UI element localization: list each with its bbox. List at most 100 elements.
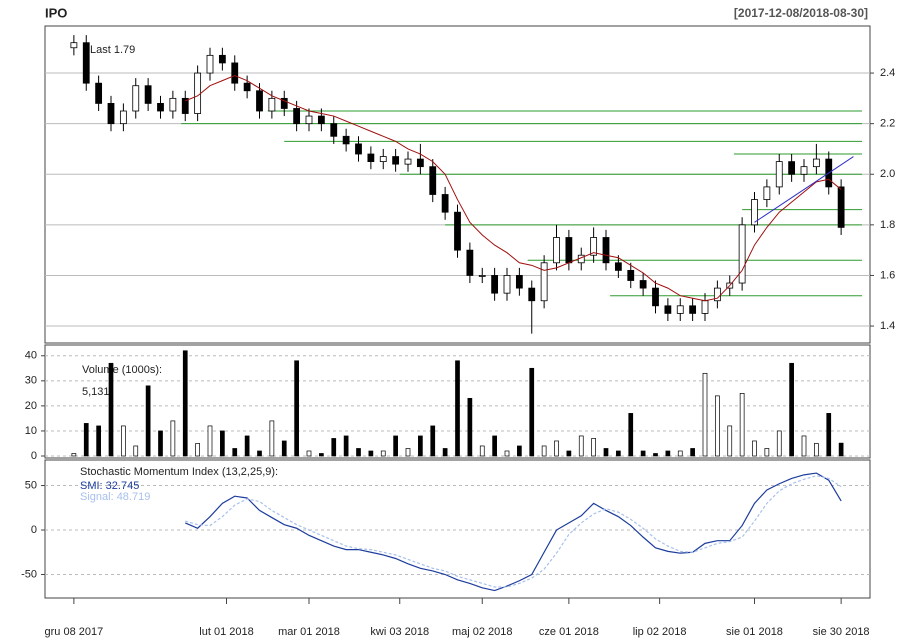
candle-body — [515, 275, 523, 289]
candle-body — [590, 237, 598, 256]
candle-body — [268, 97, 276, 112]
volume-bar — [343, 435, 349, 457]
y-tick-label: 2.0 — [880, 168, 895, 180]
volume-bar — [294, 360, 299, 457]
candle-body — [70, 42, 78, 49]
x-tick-label: mar 01 2018 — [278, 626, 340, 638]
candle-body — [627, 269, 635, 281]
candle-body — [169, 97, 177, 112]
volume-panel — [44, 344, 871, 459]
smi-panel — [44, 459, 871, 599]
candle-body — [812, 158, 820, 168]
candle-body — [119, 110, 127, 125]
candle-body — [342, 135, 350, 145]
volume-bar — [133, 445, 139, 457]
volume-bar — [232, 448, 238, 457]
series-line — [185, 472, 842, 592]
volume-bar — [96, 425, 101, 457]
volume-bar — [281, 440, 287, 457]
legend-entry: SMI: 32.745 — [80, 480, 139, 492]
candle-body — [404, 158, 412, 165]
candle-body — [367, 153, 375, 163]
volume-bar — [442, 448, 448, 457]
legend-entry: Signal: 48.719 — [80, 491, 150, 503]
candle-body — [194, 72, 202, 114]
candle-body — [280, 97, 288, 109]
candle-body — [788, 161, 796, 175]
candle-body — [837, 186, 845, 228]
volume-bar — [108, 362, 114, 457]
volume-bar — [752, 440, 757, 457]
candle-body — [82, 42, 90, 84]
candle-body — [429, 166, 437, 195]
candle-body — [256, 90, 263, 112]
trendline — [754, 156, 854, 223]
candle-body — [206, 54, 214, 74]
candle-body — [800, 166, 808, 175]
volume-bar — [220, 430, 225, 457]
volume-bar — [603, 448, 609, 457]
candle-body — [132, 85, 140, 112]
candle-body — [379, 156, 387, 163]
candle-body — [553, 237, 560, 264]
volume-bar — [430, 425, 436, 457]
candle-body — [478, 275, 486, 277]
volume-bar — [121, 425, 126, 457]
volume-bar — [257, 450, 262, 457]
candle-body — [689, 305, 697, 314]
candle-body — [738, 224, 746, 284]
volume-bar — [306, 450, 312, 457]
y-tick-label: 10 — [25, 425, 37, 437]
chart-title: IPO — [45, 5, 67, 20]
volume-bar — [814, 443, 819, 457]
y-tick-label: 30 — [25, 375, 37, 387]
volume-bar — [776, 430, 782, 457]
candle-body — [713, 287, 721, 302]
volume-bar — [269, 420, 275, 457]
moving-average — [185, 75, 842, 302]
x-tick-label: sie 01 2018 — [726, 626, 783, 638]
candle-body — [392, 156, 400, 165]
candle-body — [676, 305, 684, 314]
x-tick-label: maj 02 2018 — [452, 626, 513, 638]
candle-body — [664, 305, 672, 314]
candle-body — [503, 275, 511, 294]
volume-bar — [158, 430, 163, 457]
volume-bar — [628, 413, 634, 457]
volume-bar — [393, 435, 398, 457]
candle-body — [157, 103, 164, 112]
volume-bar — [566, 450, 572, 457]
y-tick-label: 2.4 — [880, 67, 895, 79]
candle-body — [466, 249, 474, 276]
candle-body — [602, 237, 610, 264]
y-tick-label: 1.8 — [880, 219, 895, 231]
volume-bar — [368, 450, 374, 457]
y-tick-label: 0 — [31, 450, 37, 462]
volume-bar — [455, 360, 460, 457]
x-tick-label: kwi 03 2018 — [370, 626, 429, 638]
x-tick-label: lip 02 2018 — [633, 626, 687, 638]
candle-body — [95, 82, 103, 104]
volume-bar — [653, 453, 658, 457]
x-tick-label: cze 01 2018 — [539, 626, 599, 638]
candle-body — [243, 82, 251, 92]
volume-bar — [405, 448, 411, 457]
volume-bar — [677, 450, 683, 457]
volume-bar — [665, 450, 671, 457]
candle-body — [652, 287, 659, 307]
candle-body — [751, 199, 758, 226]
candle-body — [317, 115, 325, 125]
candle-body — [218, 54, 226, 64]
candle-body — [540, 262, 548, 302]
candle-body — [355, 143, 362, 155]
volume-bar — [145, 385, 151, 457]
x-tick-label: sie 30 2018 — [813, 626, 870, 638]
volume-bar — [195, 443, 200, 457]
candle-body — [107, 103, 115, 125]
volume-bar — [182, 350, 188, 457]
volume-bar — [578, 435, 584, 457]
volume-bar — [467, 398, 473, 457]
candle-body — [144, 85, 152, 104]
volume-bar — [207, 425, 213, 457]
